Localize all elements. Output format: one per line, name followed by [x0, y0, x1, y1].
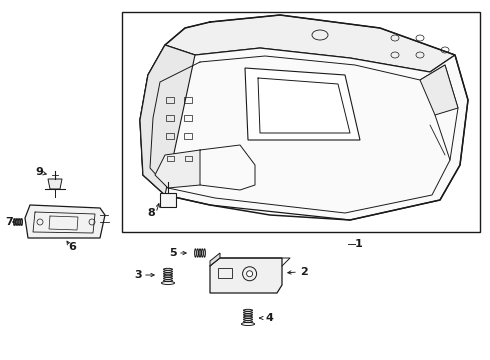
Polygon shape [165, 15, 455, 72]
Text: 7: 7 [5, 217, 13, 227]
Circle shape [246, 271, 253, 277]
Polygon shape [210, 253, 220, 266]
Bar [122, 12, 480, 232]
Polygon shape [140, 45, 195, 195]
Bar [167, 156, 173, 161]
Polygon shape [48, 179, 62, 189]
Bar [166, 115, 174, 121]
Text: 9: 9 [35, 167, 43, 177]
Text: 5: 5 [170, 248, 177, 258]
Polygon shape [140, 45, 468, 220]
Text: 6: 6 [68, 242, 76, 252]
Bar [184, 115, 192, 121]
Text: 1: 1 [355, 239, 363, 249]
Text: 4: 4 [265, 313, 273, 323]
Bar [160, 193, 176, 207]
Polygon shape [25, 205, 105, 238]
Bar [218, 268, 232, 278]
Bar [166, 133, 174, 139]
Polygon shape [210, 258, 282, 293]
Bar [184, 133, 192, 139]
Polygon shape [155, 150, 200, 188]
Polygon shape [245, 68, 360, 140]
Bar [166, 97, 174, 103]
Text: 3: 3 [134, 270, 142, 280]
Polygon shape [420, 65, 458, 115]
Text: 8: 8 [147, 208, 155, 218]
Bar [184, 97, 192, 103]
Text: 2: 2 [300, 267, 308, 277]
Bar [185, 156, 192, 161]
